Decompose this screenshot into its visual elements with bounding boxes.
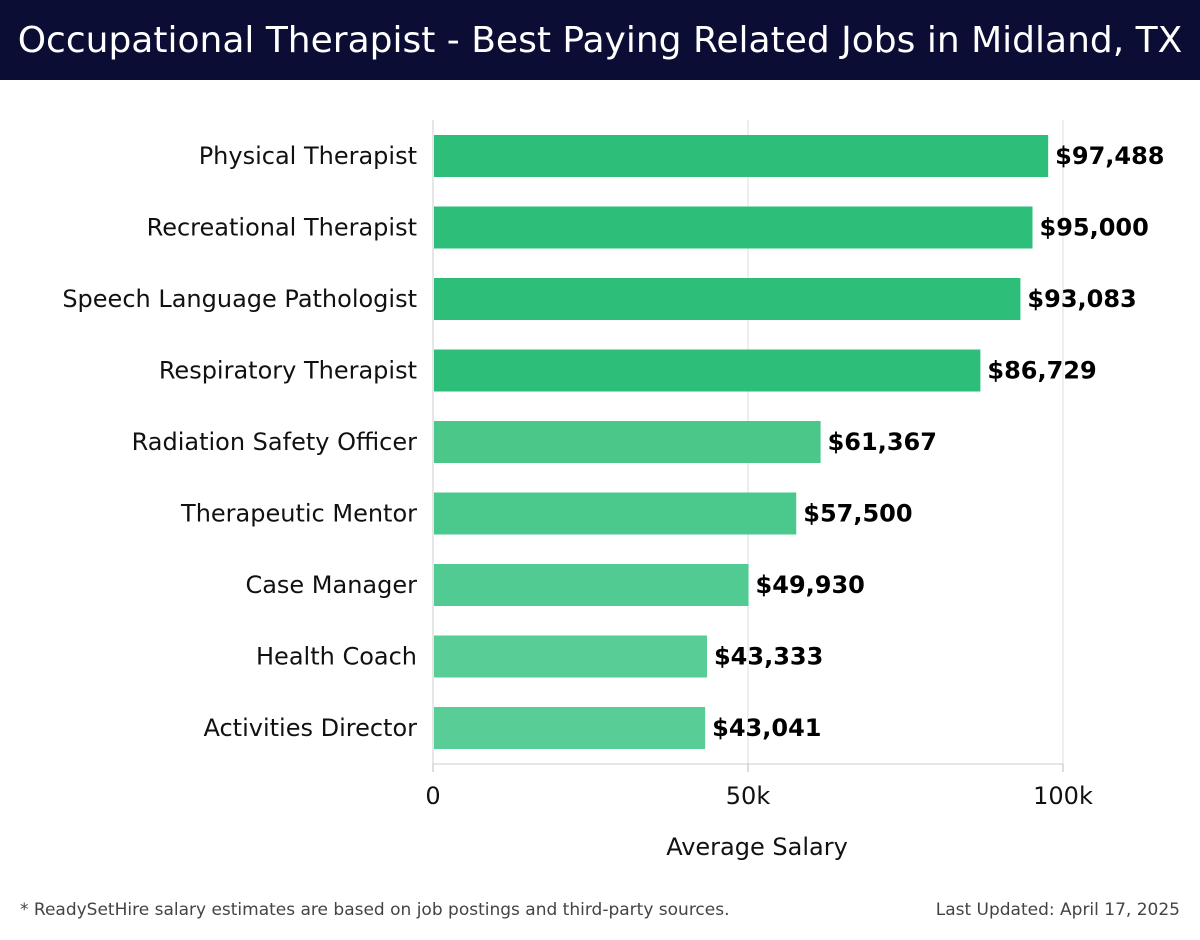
- bar: [434, 421, 821, 463]
- category-label: Radiation Safety Officer: [132, 428, 418, 456]
- category-label: Case Manager: [245, 571, 417, 599]
- value-label: $95,000: [1040, 214, 1149, 242]
- value-label: $57,500: [803, 500, 912, 528]
- bar: [434, 564, 749, 606]
- category-label: Health Coach: [256, 643, 417, 671]
- footer-updated: Last Updated: April 17, 2025: [935, 900, 1180, 920]
- bars: Physical Therapist $97,488 Recreational Th…: [62, 135, 1164, 749]
- title-bar: Occupational Therapist - Best Paying Rel…: [0, 0, 1200, 80]
- x-axis-label: Average Salary: [666, 833, 848, 861]
- value-label: $49,930: [756, 571, 865, 599]
- bar: [434, 135, 1049, 177]
- bar-chart: Physical Therapist $97,488 Recreational Th…: [62, 120, 1164, 861]
- footer-note: * ReadySetHire salary estimates are base…: [20, 900, 730, 920]
- bar: [434, 707, 706, 749]
- category-label: Speech Language Pathologist: [62, 285, 417, 313]
- value-label: $93,083: [1027, 285, 1136, 313]
- axes: 0 50k 100k: [425, 120, 1093, 810]
- value-label: $43,333: [714, 643, 823, 671]
- value-label: $61,367: [828, 428, 937, 456]
- value-label: $86,729: [987, 357, 1096, 385]
- value-label: $43,041: [712, 714, 821, 742]
- category-label: Therapeutic Mentor: [180, 500, 417, 528]
- x-tick-label: 50k: [726, 782, 771, 810]
- x-tick-label: 100k: [1033, 782, 1093, 810]
- value-label: $97,488: [1055, 142, 1164, 170]
- category-label: Physical Therapist: [199, 142, 417, 170]
- bar: [434, 349, 981, 392]
- category-label: Activities Director: [203, 714, 417, 742]
- bar: [434, 206, 1033, 249]
- category-label: Respiratory Therapist: [159, 357, 417, 385]
- bar: [434, 492, 797, 535]
- bar: [434, 635, 707, 678]
- bar: [434, 278, 1021, 320]
- category-label: Recreational Therapist: [147, 214, 417, 242]
- x-tick-label: 0: [425, 782, 440, 810]
- page-title: Occupational Therapist - Best Paying Rel…: [17, 19, 1183, 61]
